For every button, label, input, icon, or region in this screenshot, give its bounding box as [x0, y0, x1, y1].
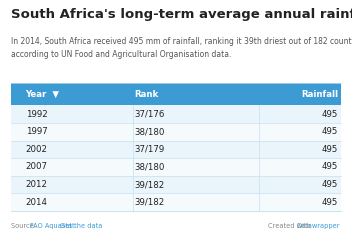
Text: 37/179: 37/179	[135, 145, 165, 154]
FancyBboxPatch shape	[11, 83, 341, 105]
Text: Year  ▼: Year ▼	[26, 90, 59, 99]
Text: Rank: Rank	[135, 90, 159, 99]
Text: 495: 495	[321, 198, 338, 207]
Text: 495: 495	[321, 145, 338, 154]
Text: 2002: 2002	[26, 145, 48, 154]
Text: Created with: Created with	[269, 223, 313, 229]
Text: Get the data: Get the data	[58, 223, 103, 229]
Text: Rainfall: Rainfall	[301, 90, 338, 99]
Text: 2012: 2012	[26, 180, 48, 189]
Text: 1997: 1997	[26, 127, 47, 136]
Text: 38/180: 38/180	[135, 127, 165, 136]
Text: Source:: Source:	[11, 223, 38, 229]
Text: 495: 495	[321, 180, 338, 189]
FancyBboxPatch shape	[11, 193, 341, 211]
Text: Datawrapper: Datawrapper	[296, 223, 340, 229]
FancyBboxPatch shape	[11, 176, 341, 193]
Text: 37/176: 37/176	[135, 110, 165, 119]
Text: 39/182: 39/182	[135, 180, 165, 189]
FancyBboxPatch shape	[11, 123, 341, 141]
Text: 2007: 2007	[26, 163, 48, 172]
Text: 2014: 2014	[26, 198, 48, 207]
Text: In 2014, South Africa received 495 mm of rainfall, ranking it 39th driest out of: In 2014, South Africa received 495 mm of…	[11, 37, 352, 59]
Text: 38/180: 38/180	[135, 163, 165, 172]
Text: 39/182: 39/182	[135, 198, 165, 207]
Text: 1992: 1992	[26, 110, 47, 119]
FancyBboxPatch shape	[11, 105, 341, 123]
Text: FAO Aquastat: FAO Aquastat	[30, 223, 74, 229]
FancyBboxPatch shape	[11, 141, 341, 158]
FancyBboxPatch shape	[11, 158, 341, 176]
Text: South Africa's long-term average annual rainfall (mm): South Africa's long-term average annual …	[11, 8, 352, 21]
Text: 495: 495	[321, 110, 338, 119]
Text: 495: 495	[321, 127, 338, 136]
Text: 495: 495	[321, 163, 338, 172]
